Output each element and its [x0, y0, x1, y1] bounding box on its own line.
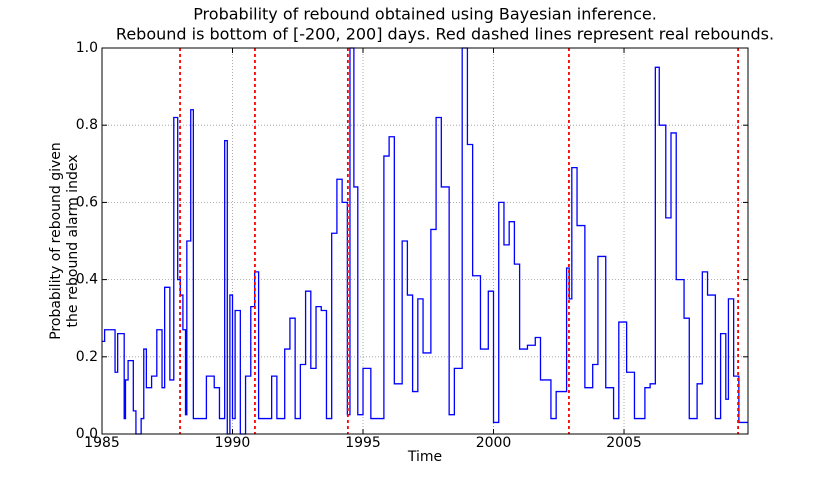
y-tick-label: 0.2	[76, 349, 98, 365]
plot-frame	[101, 47, 749, 435]
y-tick-label: 0.4	[76, 272, 98, 288]
y-tick-label: 0.0	[76, 426, 98, 442]
y-tick-label: 0.8	[76, 117, 98, 133]
y-tick-label: 0.6	[76, 194, 98, 210]
x-tick-label: 1990	[215, 435, 251, 451]
y-tick-label: 1.0	[76, 40, 98, 56]
x-tick-label: 2000	[476, 435, 512, 451]
x-tick-label: 2005	[606, 435, 642, 451]
y-axis-label: the rebound alarm index	[65, 155, 81, 328]
data-line	[102, 47, 748, 435]
chart-title: Probability of rebound obtained using Ba…	[193, 5, 657, 24]
x-axis-label: Time	[407, 449, 442, 465]
x-tick-label: 1985	[84, 435, 120, 451]
chart-title: Rebound is bottom of [-200, 200] days. R…	[116, 25, 774, 44]
x-tick-label: 1995	[345, 435, 381, 451]
y-axis-label: Probability of rebound given	[48, 142, 64, 340]
